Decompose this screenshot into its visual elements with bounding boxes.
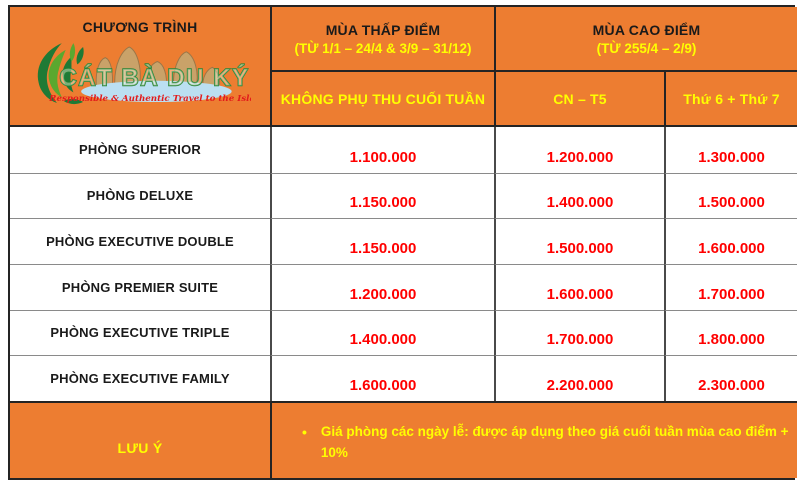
notes-label-cell: LƯU Ý [10,401,270,478]
price-cell-weekend: 1.800.000 [664,309,797,356]
price-cell-weekday: 1.200.000 [494,127,664,173]
room-name-cell: PHÒNG EXECUTIVE DOUBLE [10,218,270,264]
logo-mountains-icon [95,46,221,90]
low-season-subheader-cell: KHÔNG PHỤ THU CUỐI TUẦN [270,72,494,127]
price-cell-low: 1.600.000 [270,355,494,401]
price-cell-weekday: 1.400.000 [494,172,664,219]
high-season-dates: (TỪ 255/4 – 2/9) [596,40,697,56]
price-cell-weekend: 1.700.000 [664,264,797,310]
logo-brand-text: CÁT BÀ DU KÝ [59,64,249,92]
price-cell-weekend: 1.300.000 [664,127,797,173]
cat-ba-du-ky-logo-icon: CÁT BÀ DU KÝ Responsible & Authentic Tra… [37,43,271,105]
room-name-cell: PHÒNG PREMIER SUITE [10,264,270,310]
price-cell-weekend: 2.300.000 [664,355,797,401]
low-season-title: MÙA THẤP ĐIỂM [325,21,441,38]
brand-logo: CÁT BÀ DU KÝ Responsible & Authentic Tra… [29,36,271,119]
weekday-subheader-cell: CN – T5 [494,72,664,127]
price-cell-weekday: 1.600.000 [494,264,664,310]
low-season-dates: (TỪ 1/1 – 24/4 & 3/9 – 31/12) [294,40,472,56]
bullet-icon: • [302,424,307,440]
high-season-header-cell: MÙA CAO ĐIỂM (TỪ 255/4 – 2/9) [494,7,797,72]
price-cell-low: 1.150.000 [270,172,494,219]
price-cell-weekday: 2.200.000 [494,355,664,401]
room-name-cell: PHÒNG SUPERIOR [10,127,270,173]
program-title: CHƯƠNG TRÌNH [82,19,198,35]
weekend-subheader-cell: Thứ 6 + Thứ 7 [664,72,797,127]
logo-swoosh-icon [37,43,84,105]
room-name-cell: PHÒNG EXECUTIVE TRIPLE [10,309,270,356]
price-cell-low: 1.150.000 [270,218,494,264]
price-cell-weekend: 1.600.000 [664,218,797,264]
price-cell-low: 1.400.000 [270,309,494,356]
price-cell-low: 1.100.000 [270,127,494,173]
logo-water-icon [81,80,232,103]
high-season-title: MÙA CAO ĐIỂM [592,21,701,38]
logo-tagline: Responsible & Authentic Travel to the Is… [48,94,251,104]
note-text: Giá phòng các ngày lễ: được áp dụng theo… [320,424,789,460]
price-cell-weekday: 1.500.000 [494,218,664,264]
price-cell-weekday: 1.700.000 [494,309,664,356]
room-name-cell: PHÒNG DELUXE [10,172,270,219]
price-cell-weekend: 1.500.000 [664,172,797,219]
low-season-header-cell: MÙA THẤP ĐIỂM (TỪ 1/1 – 24/4 & 3/9 – 31/… [270,7,494,72]
price-table: CHƯƠNG TRÌNH [8,5,797,480]
room-name-cell: PHÒNG EXECUTIVE FAMILY [10,355,270,401]
price-cell-low: 1.200.000 [270,264,494,310]
program-header-cell: CHƯƠNG TRÌNH [10,7,271,127]
notes-cell: • Giá phòng các ngày lễ: được áp dụng th… [270,401,797,478]
